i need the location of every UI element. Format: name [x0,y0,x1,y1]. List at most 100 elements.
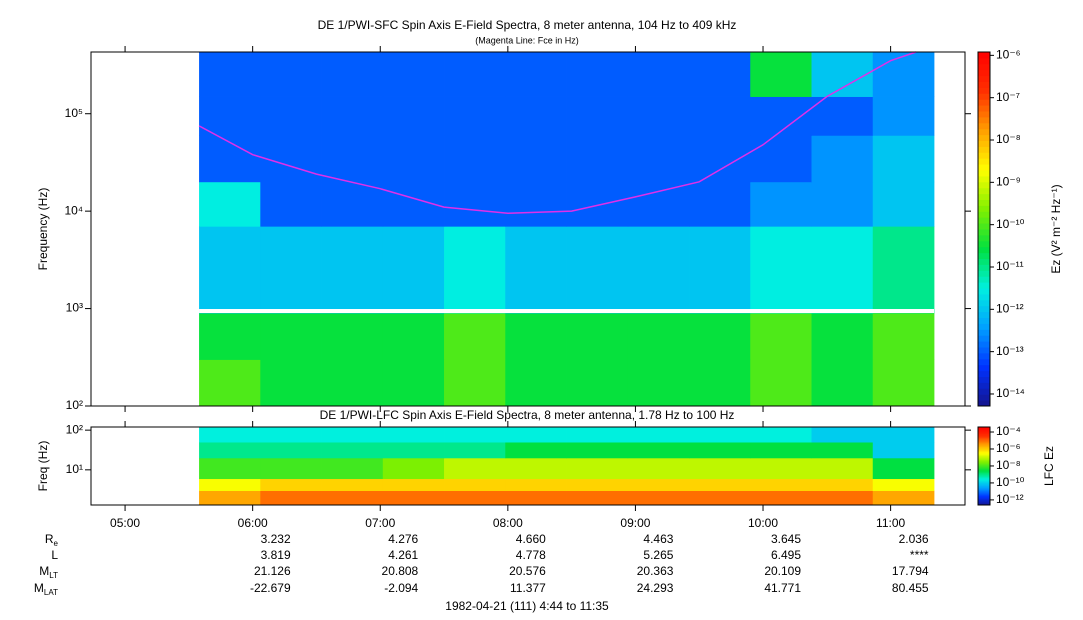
heatmap-cell [260,457,322,480]
colorbar-segment [978,205,990,212]
heatmap-cell [872,427,935,443]
colorbar-segment [978,492,990,494]
heatmap-cell [689,490,751,506]
heatmap-cell [260,96,322,136]
heatmap-cell [382,52,445,97]
colorbar-segment [978,473,990,476]
heatmap-cell [382,313,445,360]
heatmap-cell [750,478,812,491]
heatmap-cell [444,226,506,314]
colorbar-segment [978,81,990,88]
colorbar-segment [978,146,990,153]
heatmap-cell [260,359,322,407]
colorbar-segment [978,490,990,493]
heatmap-cell [382,442,445,459]
heatmap-cell [199,359,261,407]
colorbar-segment [978,460,990,463]
heatmap-cell [505,359,567,407]
heatmap-cell [260,490,322,506]
colorbar-segment [978,430,990,433]
heatmap-cell [750,359,812,407]
heatmap-cell [811,359,874,407]
chart-subtitle: (Magenta Line: Fce in Hz) [475,35,579,45]
heatmap-cell [382,135,445,183]
colorbar-segment [978,449,990,451]
ephemeris-name: M [34,581,44,595]
heatmap-cell [627,490,690,506]
heatmap-cell [750,442,812,459]
colorbar-segment [978,388,990,395]
heatmap-cell [382,457,445,480]
heatmap-cell [750,427,812,443]
colorbar-tick-label: 10⁻⁹ [996,175,1021,189]
ephemeris-value: 24.293 [637,581,674,595]
heatmap-cell [627,135,690,183]
colorbar-tick-label: 10⁻⁶ [996,48,1021,62]
colorbar-segment [978,341,990,348]
heatmap-cell [199,313,261,360]
fce-line [198,51,917,215]
heatmap-cell [750,226,812,314]
colorbar-segment [978,347,990,354]
heatmap-cell [689,442,751,459]
heatmap-cell [505,490,567,506]
colorbar-segment [978,441,990,444]
colorbar-segment [978,282,990,289]
colorbar-segment [978,437,990,440]
heatmap-cell [566,313,629,360]
colorbar-segment [978,111,990,118]
colorbar-segment [978,305,990,313]
colorbar-segment [978,122,990,130]
heatmap-cell [260,427,322,443]
heatmap-cell [627,457,690,480]
y-tick-label: 10¹ [66,462,83,476]
heatmap-cell [689,135,751,183]
heatmap-cell [750,313,812,360]
ephemeris-value: 5.265 [643,548,673,562]
colorbar-segment [978,358,990,366]
ephemeris-value: 41.771 [764,581,801,595]
colorbar-segment [978,400,990,407]
colorbar-segment [978,75,990,82]
colorbar-segment [978,467,990,470]
y-tick-label: 10⁴ [64,203,83,217]
ephemeris-value: 20.576 [509,564,546,578]
heatmap-cell [260,226,322,314]
heatmap-cell [627,442,690,459]
heatmap-cell [505,442,567,459]
colorbar-tick-label: 10⁻¹⁴ [996,386,1025,400]
heatmap-cell [872,478,935,491]
heatmap-cell [382,478,445,491]
ephemeris-value: 3.645 [771,532,801,546]
ephemeris-value: 20.109 [764,564,801,578]
heatmap-cell [872,359,935,407]
heatmap-cell [811,457,874,480]
colorbar-segment [978,270,990,277]
colorbar-segment [978,323,990,330]
chart-title: DE 1/PWI-SFC Spin Axis E-Field Spectra, … [318,18,737,32]
data-gap [199,309,934,313]
colorbar-segment [978,69,990,77]
y-tick-label: 10² [66,398,83,412]
heatmap-cell [689,457,751,480]
colorbar-segment [978,463,990,466]
colorbar-segment [978,466,990,468]
colorbar-segment [978,499,990,502]
colorbar-segment [978,495,990,498]
colorbar-segment [978,498,990,501]
heatmap-cell [811,52,874,97]
colorbar-segment [978,442,990,445]
heatmap-cell [872,313,935,360]
colorbar-segment [978,468,990,471]
colorbar-segment [978,501,990,503]
heatmap-cell [566,226,629,314]
plot-frame [90,51,966,407]
colorbar-segment [978,370,990,377]
heatmap-cell [627,427,690,443]
heatmap-cell [321,313,384,360]
colorbar-tick-label: 10⁻¹⁰ [996,475,1025,489]
heatmap-cell [321,226,384,314]
heatmap-cell [199,181,261,227]
colorbar-segment [978,454,990,457]
